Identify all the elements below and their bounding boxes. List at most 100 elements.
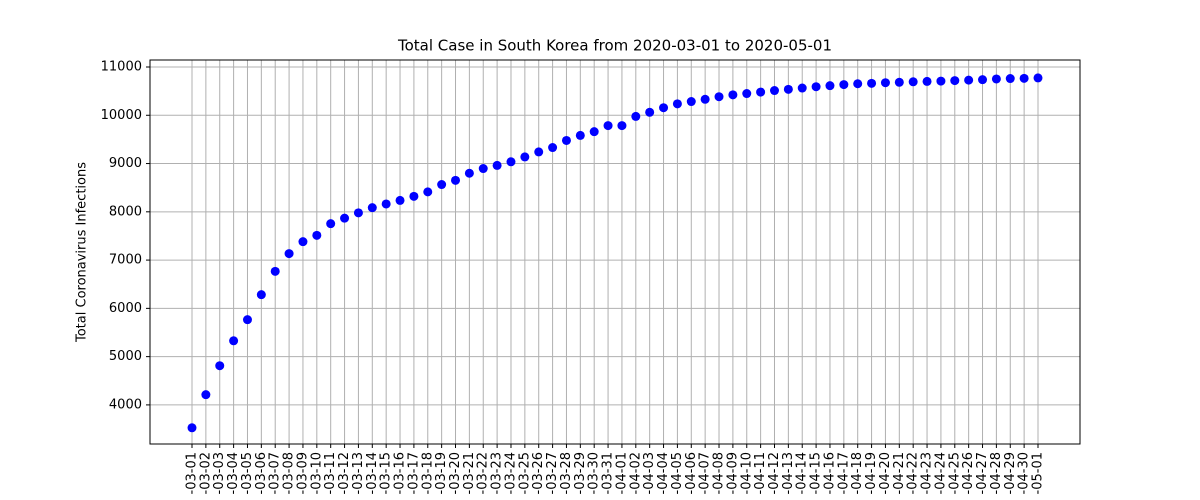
point	[353, 208, 363, 218]
y-tick-label: 11000	[101, 59, 142, 74]
x-tick-label: -03-11	[323, 452, 338, 494]
point	[506, 157, 516, 167]
x-tick-label: -04-04	[656, 452, 671, 494]
point	[437, 180, 447, 190]
x-tick-label: -04-20	[878, 452, 893, 494]
x-tick-label: -03-26	[531, 452, 546, 494]
x-tick-label: -04-17	[836, 452, 851, 494]
point	[867, 78, 877, 88]
x-tick-label: -04-16	[822, 452, 837, 494]
point	[631, 111, 641, 121]
point	[215, 361, 225, 371]
x-tick-label: -04-09	[725, 452, 740, 494]
point	[700, 94, 710, 104]
point	[298, 237, 308, 247]
x-tick-label: -04-25	[947, 452, 962, 494]
x-tick-label: -04-22	[906, 452, 921, 494]
x-tick-label: -03-29	[573, 452, 588, 494]
point	[423, 187, 433, 197]
y-axis-label: Total Coronavirus Infections	[75, 162, 90, 343]
point	[326, 219, 336, 229]
x-tick-label: -04-05	[670, 452, 685, 494]
point	[839, 80, 849, 90]
point	[853, 79, 863, 89]
x-tick-label: -03-23	[490, 452, 505, 494]
x-tick-label: -03-28	[559, 452, 574, 494]
x-tick-label: -03-24	[503, 452, 518, 494]
point	[880, 78, 890, 88]
point	[242, 315, 252, 325]
point	[575, 130, 585, 140]
point	[672, 99, 682, 109]
point	[548, 143, 558, 153]
x-tick-label: -04-01	[614, 452, 629, 494]
point	[381, 199, 391, 209]
point	[783, 84, 793, 94]
point	[603, 121, 613, 131]
x-tick-label: -04-13	[781, 452, 796, 494]
point	[229, 336, 239, 346]
x-tick-label: -03-10	[309, 452, 324, 494]
x-tick-label: -03-30	[587, 452, 602, 494]
x-tick-label: -03-01	[185, 452, 200, 494]
point	[645, 107, 655, 117]
point	[617, 121, 627, 131]
x-tick-label: -04-29	[1003, 452, 1018, 494]
x-tick-label: -03-18	[420, 452, 435, 494]
point	[270, 266, 280, 276]
x-tick-label: -03-05	[240, 452, 255, 494]
x-tick-label: -04-28	[989, 452, 1004, 494]
point	[1033, 73, 1043, 83]
x-tick-label: -04-21	[892, 452, 907, 494]
point	[769, 86, 779, 96]
point	[811, 82, 821, 92]
x-tick-label: -04-30	[1017, 452, 1032, 494]
x-tick-label: -04-12	[767, 452, 782, 494]
x-tick-label: -04-14	[795, 452, 810, 494]
point	[1019, 73, 1029, 83]
point	[714, 92, 724, 102]
point	[964, 75, 974, 85]
point	[936, 76, 946, 86]
x-tick-label: -03-15	[379, 452, 394, 494]
point	[201, 390, 211, 400]
x-tick-label: -03-21	[462, 452, 477, 494]
point	[728, 90, 738, 100]
points	[187, 73, 1043, 433]
x-tick-label: -04-23	[920, 452, 935, 494]
x-tick-label: -04-26	[961, 452, 976, 494]
point	[950, 76, 960, 86]
chart-title: Total Case in South Korea from 2020-03-0…	[397, 37, 832, 55]
y-tick-label: 5000	[109, 349, 142, 364]
point	[991, 74, 1001, 84]
x-tick-label: -03-03	[212, 452, 227, 494]
x-tick-label: -04-08	[712, 452, 727, 494]
x-tick-label: -03-06	[254, 452, 269, 494]
point	[659, 103, 669, 113]
point	[894, 77, 904, 87]
point	[589, 127, 599, 137]
x-tick-label: -03-22	[476, 452, 491, 494]
y-tick-label: 8000	[109, 204, 142, 219]
x-tick-label: -03-09	[295, 452, 310, 494]
plot-frame	[149, 59, 1081, 445]
y-tick-label: 4000	[109, 397, 142, 412]
x-tick-label: -03-14	[365, 452, 380, 494]
x-tick-label: -04-10	[739, 452, 754, 494]
point	[340, 213, 350, 223]
x-tick-label: -03-12	[337, 452, 352, 494]
grid	[150, 60, 1080, 444]
y-tick-label: 10000	[101, 108, 142, 123]
point	[478, 164, 488, 174]
x-tick-label: -04-11	[753, 452, 768, 494]
x-tick-label: -03-19	[434, 452, 449, 494]
x-tick-label: -04-18	[850, 452, 865, 494]
x-tick-label: -03-02	[198, 452, 213, 494]
point	[756, 87, 766, 97]
x-tick-label: -03-13	[351, 452, 366, 494]
x-tick-label: -03-07	[268, 452, 283, 494]
x-tick-label: -04-19	[864, 452, 879, 494]
x-tick-label: -03-27	[545, 452, 560, 494]
point	[187, 423, 197, 433]
